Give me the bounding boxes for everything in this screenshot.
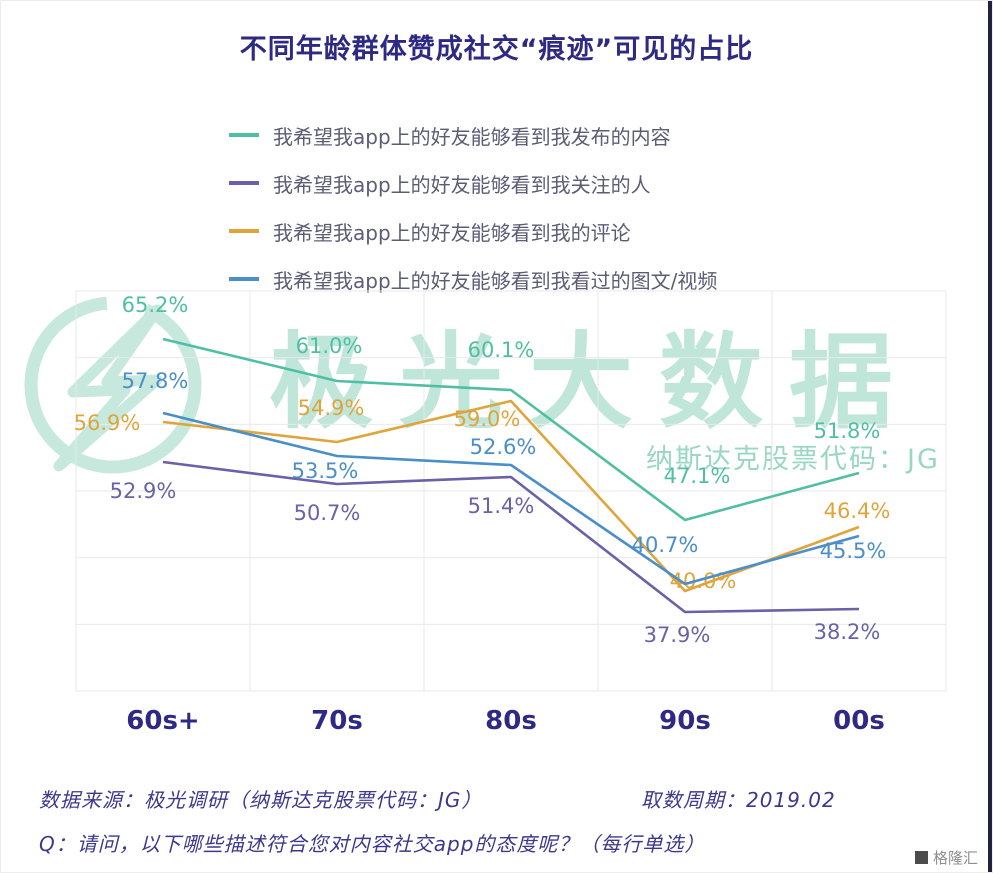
data-label: 56.9% bbox=[74, 411, 141, 435]
chart-legend: 我希望我app上的好友能够看到我发布的内容 我希望我app上的好友能够看到我关注的… bbox=[229, 111, 717, 303]
legend-item-3: 我希望我app上的好友能够看到我看过的图文/视频 bbox=[229, 255, 717, 303]
data-label: 59.0% bbox=[454, 407, 521, 431]
legend-swatch-icon bbox=[229, 133, 259, 137]
series-line-3 bbox=[162, 411, 860, 586]
legend-swatch-icon bbox=[229, 277, 259, 281]
x-axis-label: 90s bbox=[659, 706, 711, 736]
data-label: 53.5% bbox=[292, 459, 359, 483]
series-line-0 bbox=[162, 337, 860, 522]
data-label: 37.9% bbox=[644, 623, 711, 647]
gelonghui-label: 格隆汇 bbox=[932, 849, 978, 867]
survey-question: Q：请问，以下哪些描述符合您对内容社交app的态度呢？（每行单选） bbox=[39, 832, 706, 856]
x-axis-label: 80s bbox=[485, 706, 537, 736]
data-label: 47.1% bbox=[664, 464, 731, 488]
data-label: 51.8% bbox=[814, 419, 881, 443]
legend-item-2: 我希望我app上的好友能够看到我的评论 bbox=[229, 207, 717, 255]
data-label: 65.2% bbox=[122, 293, 189, 317]
legend-swatch-icon bbox=[229, 181, 259, 185]
data-label: 40.7% bbox=[632, 533, 699, 557]
data-label: 60.1% bbox=[468, 338, 535, 362]
data-label: 46.4% bbox=[824, 499, 891, 523]
data-label: 52.6% bbox=[470, 435, 537, 459]
data-source: 数据来源：极光调研（纳斯达克股票代码：JG） bbox=[39, 788, 483, 812]
legend-label: 我希望我app上的好友能够看到我的评论 bbox=[273, 220, 631, 245]
series-line-1 bbox=[162, 460, 860, 614]
series-line-2 bbox=[162, 399, 860, 593]
legend-item-0: 我希望我app上的好友能够看到我发布的内容 bbox=[229, 111, 717, 159]
data-label: 54.9% bbox=[298, 396, 365, 420]
data-period: 取数周期：2019.02 bbox=[641, 788, 836, 812]
data-label: 38.2% bbox=[814, 620, 881, 644]
legend-swatch-icon bbox=[229, 229, 259, 233]
line-chart: 65.2% 61.0% 60.1% 47.1% 51.8% 52.9% 50.7% 51.4%… bbox=[74, 290, 947, 736]
data-label: 51.4% bbox=[468, 494, 535, 518]
x-axis-label: 70s bbox=[311, 706, 363, 736]
legend-item-1: 我希望我app上的好友能够看到我关注的人 bbox=[229, 159, 717, 207]
right-edge-strip bbox=[988, 1, 992, 872]
chart-title: 不同年龄群体赞成社交“痕迹”可见的占比 bbox=[239, 34, 754, 65]
data-label: 57.8% bbox=[122, 369, 189, 393]
x-axis-label: 00s bbox=[833, 706, 885, 736]
data-label: 50.7% bbox=[294, 501, 361, 525]
gelonghui-brand: 格隆汇 bbox=[914, 847, 978, 868]
legend-label: 我希望我app上的好友能够看到我发布的内容 bbox=[273, 124, 671, 149]
data-label: 61.0% bbox=[296, 334, 363, 358]
x-axis-label: 60s+ bbox=[126, 706, 199, 736]
legend-label: 我希望我app上的好友能够看到我关注的人 bbox=[273, 172, 651, 197]
data-label: 45.5% bbox=[820, 539, 887, 563]
gelonghui-icon bbox=[914, 851, 928, 864]
legend-label: 我希望我app上的好友能够看到我看过的图文/视频 bbox=[273, 268, 718, 293]
data-label: 52.9% bbox=[110, 479, 177, 503]
